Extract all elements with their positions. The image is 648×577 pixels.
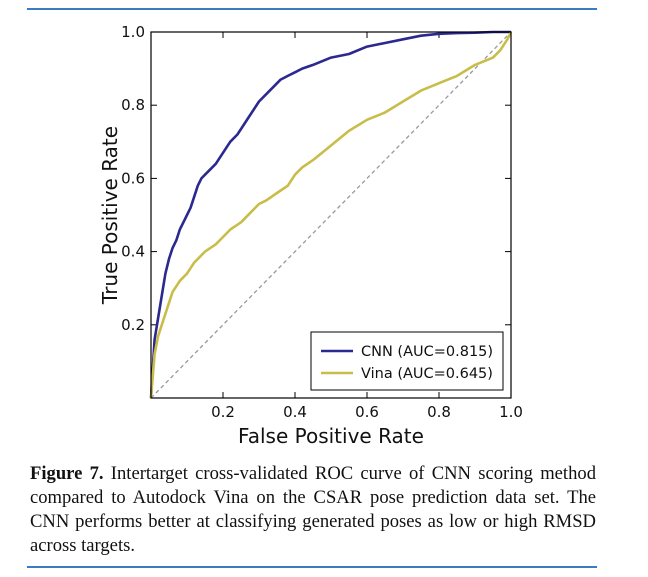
roc-series-cnn-line bbox=[149, 30, 511, 399]
x-tick-label: 1.0 bbox=[499, 403, 523, 421]
y-tick-label: 0.2 bbox=[121, 316, 145, 334]
caption-label: Figure 7. bbox=[30, 463, 104, 484]
axis-ticks: 0.2 0.4 0.6 0.8 1.0 0.2 0.4 0.6 0.8 1.0 bbox=[121, 23, 523, 421]
y-tick-label: 0.4 bbox=[121, 243, 145, 261]
y-tick-label: 0.8 bbox=[121, 96, 145, 114]
caption-text: Intertarget cross-validated ROC curve of… bbox=[30, 463, 596, 556]
roc-chart: 0.2 0.4 0.6 0.8 1.0 0.2 0.4 0.6 0.8 1.0 False Pos… bbox=[98, 23, 523, 448]
figure-caption: Figure 7. Intertarget cross-validated RO… bbox=[30, 462, 596, 558]
x-tick-label: 0.8 bbox=[427, 403, 451, 421]
x-tick-label: 0.4 bbox=[283, 403, 307, 421]
legend: CNN (AUC=0.815) Vina (AUC=0.645) bbox=[310, 331, 504, 391]
y-axis-label: True Positive Rate bbox=[98, 126, 122, 305]
legend-entry: Vina (AUC=0.645) bbox=[361, 366, 493, 382]
x-tick-label: 0.6 bbox=[355, 403, 379, 421]
y-tick-label: 0.6 bbox=[121, 169, 145, 187]
bottom-rule bbox=[27, 566, 597, 568]
roc-series-vina-line bbox=[149, 31, 513, 399]
roc-curves bbox=[149, 30, 513, 399]
x-tick-label: 0.2 bbox=[211, 403, 235, 421]
top-rule bbox=[27, 8, 597, 10]
legend-box bbox=[310, 331, 504, 391]
legend-entry: CNN (AUC=0.815) bbox=[361, 344, 493, 360]
plot-frame bbox=[150, 31, 512, 399]
chance-diagonal-line bbox=[150, 31, 512, 399]
x-axis-label: False Positive Rate bbox=[238, 424, 424, 448]
y-tick-label: 1.0 bbox=[121, 23, 145, 41]
